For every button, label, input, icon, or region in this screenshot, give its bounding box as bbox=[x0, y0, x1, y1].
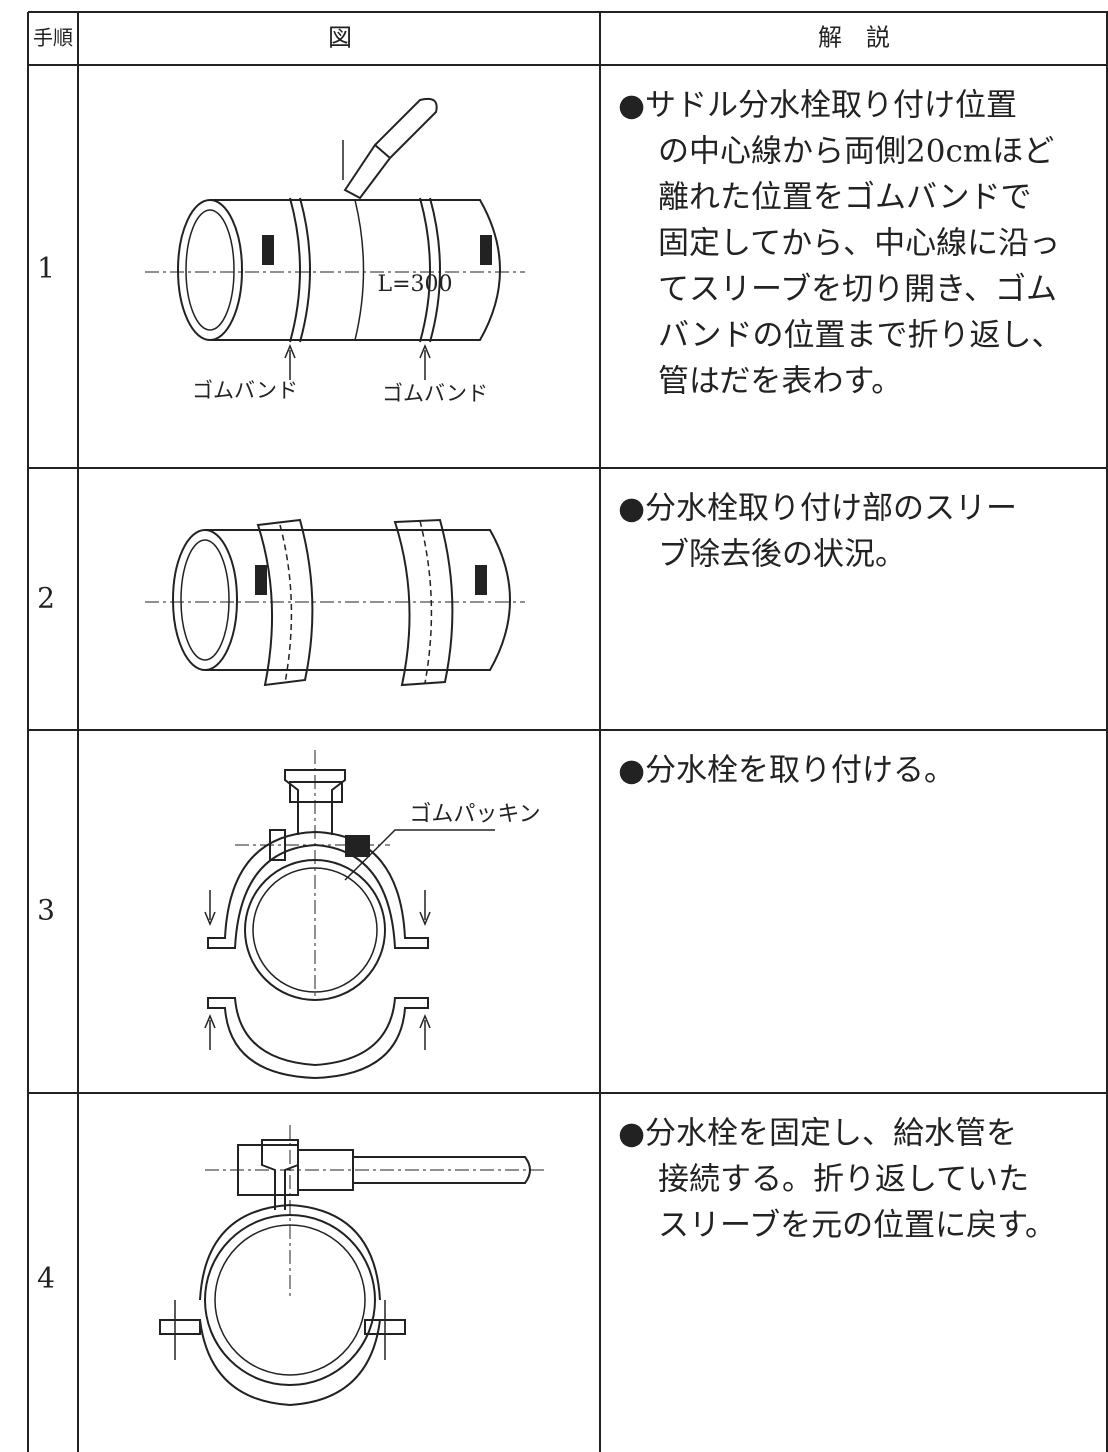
table-grid bbox=[27, 11, 1108, 1452]
step-number: 2 bbox=[37, 582, 55, 615]
description-line: 離れた位置をゴムバンドで bbox=[658, 180, 1032, 216]
figure-label: ゴムパッキン bbox=[409, 802, 540, 827]
step-number: 3 bbox=[37, 894, 55, 927]
description-line: ●分水栓を固定し、給水管を bbox=[618, 1116, 1017, 1152]
description-line: 接続する。折り返していた bbox=[658, 1162, 1029, 1198]
figure-label: ゴムバンド bbox=[192, 379, 298, 403]
step-number: 4 bbox=[37, 1262, 55, 1295]
description-line: の中心線から両側20cmほど bbox=[658, 134, 1054, 170]
figure-sleeve-cut bbox=[145, 97, 525, 380]
figure-label: ゴムバンド bbox=[382, 382, 488, 406]
description-line: ●分水栓取り付け部のスリー bbox=[618, 491, 1017, 527]
description-line: 管はだを表わす。 bbox=[658, 364, 902, 400]
figure-saddle-attach bbox=[204, 750, 495, 1080]
figure-saddle-fixed bbox=[159, 1125, 545, 1407]
header-figure: 図 bbox=[328, 24, 352, 52]
step-number: 1 bbox=[37, 252, 55, 285]
header-description: 解 説 bbox=[818, 24, 890, 52]
description-line: 固定してから、中心線に沿っ bbox=[658, 226, 1060, 262]
description-line: ●サドル分水栓取り付け位置 bbox=[618, 88, 1017, 124]
description-line: ブ除去後の状況。 bbox=[658, 537, 906, 573]
header-step: 手順 bbox=[33, 26, 73, 50]
description-line: スリーブを元の位置に戻す。 bbox=[658, 1208, 1056, 1244]
description-line: バンドの位置まで折り返し、 bbox=[658, 318, 1063, 354]
figure-label: L=300 bbox=[377, 272, 452, 297]
description-line: ●分水栓を取り付ける。 bbox=[618, 753, 955, 789]
figure-sleeve-removed bbox=[145, 518, 525, 687]
description-line: てスリーブを切り開き、ゴム bbox=[658, 272, 1057, 308]
